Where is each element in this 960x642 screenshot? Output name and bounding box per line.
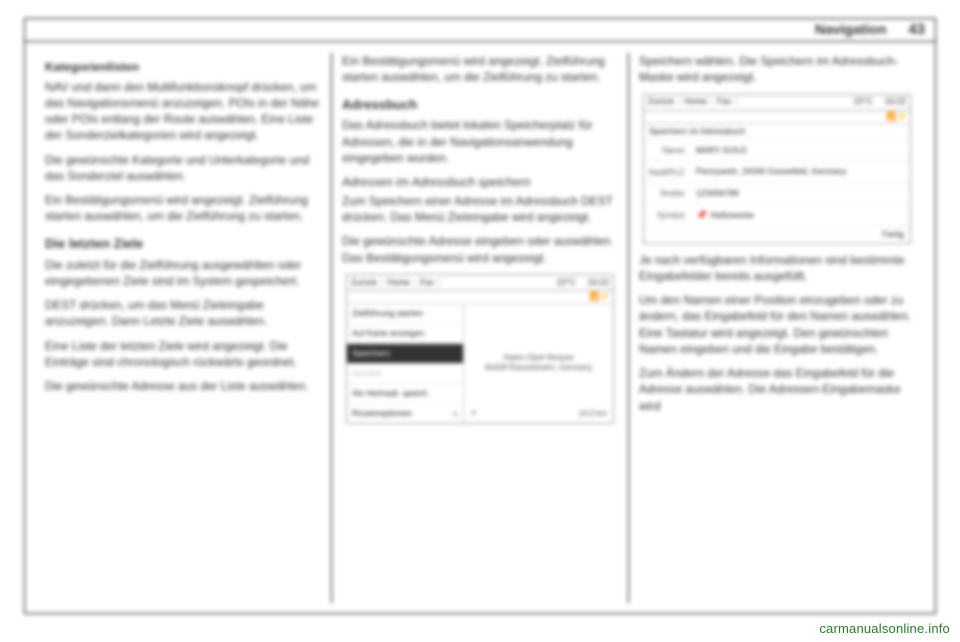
ab-footer: Fertig [644,227,910,243]
menu1-distance: 14.0 km [579,408,607,419]
menu2-statusbar: 📶 ⚡ [644,111,910,124]
menu1-side: Adam-Opel-Strasse 65428 Rüsselsheim, Ger… [464,304,613,423]
ab-city-label: Stadt/PLZ: [644,167,692,178]
menu1-back[interactable]: Zurück [351,277,377,289]
col3-p2: Je nach verfügbaren Informationen sind b… [639,252,915,285]
column-2: Ein Bestätigungsmenü wird ange­zeigt. Zi… [331,53,628,603]
col1-p3: Ein Bestätigungsmenü wird ange­zeigt. Zi… [45,192,321,225]
col2-p4: Die gewünschte Adresse eingeben oder aus… [342,233,618,266]
ab-symbol-value: 📌Heftzwecke [692,209,910,222]
page-frame: Navigation 43 Kategorienlisten NAV und d… [24,18,936,614]
menu1-temp: 22°C [557,277,576,289]
menu1-statusbar: 📶 ⚡ [347,291,613,304]
menu1-item-routenopt[interactable]: Routenoptionen▹ [347,404,463,423]
ab-name-label: Name: [644,145,692,156]
ab-symbol-label: Symbol: [644,210,692,221]
col2-p1: Ein Bestätigungsmenü wird ange­zeigt. Zi… [342,53,618,86]
col3-p4: Zum Ändern der Adresse das Einga­befeld … [639,365,915,414]
section-title: Navigation [815,21,887,37]
addressbook-screenshot: Zurück| Home| Fav| 22°C 10:22 📶 ⚡ Speich… [643,94,911,244]
menu1-item-karte[interactable]: Auf Karte anzeigen [347,324,463,344]
menu2-home[interactable]: Home [684,96,707,108]
menu2-topbar: Zurück| Home| Fav| 22°C 10:22 [644,95,910,111]
menu1-item-heimadr[interactable]: Als Heimadr. speich. [347,384,463,404]
done-button[interactable]: Fertig [882,229,904,241]
chevron-right-icon: ▹ [454,408,458,419]
menu2-temp: 22°C [854,96,873,108]
menu1-list: Zielführung starten Auf Karte anzeigen S… [347,304,464,423]
menu1-home[interactable]: Home [387,277,410,289]
menu2-back[interactable]: Zurück [648,96,674,108]
col2-heading-adressbuch: Adressbuch [342,96,618,114]
menu1-body: Zielführung starten Auf Karte anzeigen S… [347,304,613,423]
confirmation-menu-screenshot: Zurück| Home| Fav| 22°C 10:22 📶 ⚡ Zielfü… [346,274,614,424]
signal-icon: 📶 ⚡ [590,291,609,302]
col3-p3: Um den Namen einer Position einzu­geben … [639,292,915,357]
header-rule [25,41,935,42]
col1-heading-letzten-ziele: Die letzten Ziele [45,235,321,253]
col1-p7: Die gewünschte Adresse aus der Liste aus… [45,378,321,394]
menu1-item-anrufen: Anrufen [347,364,463,384]
signal-icon-2: 📶 ⚡ [887,111,906,122]
col3-p1: Speichern wählen. Die Speichern im Adres… [639,53,915,86]
flag-icon: ⚑ [470,408,477,419]
col1-heading-kategorien: Kategorienlisten [45,59,321,76]
menu2-time: 10:22 [885,96,906,108]
menu1-item-zielfuehrung[interactable]: Zielführung starten [347,304,463,324]
col1-p4: Die zuletzt für die Zielführung ausge­wä… [45,257,321,290]
ab-name-value: MARY GOLD [692,145,910,157]
ab-row-name[interactable]: Name: MARY GOLD [644,140,910,162]
ab-row-street[interactable]: Straße: 123456789 [644,183,910,205]
menu2-fav[interactable]: Fav [717,96,731,108]
ab-row-city[interactable]: Stadt/PLZ: Pennywish, 24340 Goosefeld, G… [644,162,910,184]
col2-p2: Das Adressbuch bietet lokalen Spei­cherp… [342,117,618,166]
col1-p1: NAV und dann den Multifunktions­knopf dr… [45,79,321,144]
col2-p3: Zum Speichern einer Adresse im Adressbuc… [342,193,618,226]
column-1: Kategorienlisten NAV und dann den Multif… [35,53,331,603]
menu1-time: 10:22 [588,277,609,289]
menu1-addr-line1: Adam-Opel-Strasse [485,353,593,363]
menu1-address: Adam-Opel-Strasse 65428 Rüsselsheim, Ger… [485,353,593,373]
col2-subheading-speichern: Adressen im Adressbuch speichern [342,174,618,191]
page-header: Navigation 43 [815,21,925,38]
menu2-body: Speichern im Adressbuch Name: MARY GOLD … [644,124,910,243]
ab-street-label: Straße: [644,188,692,199]
ab-city-value: Pennywish, 24340 Goosefeld, Germany [692,166,910,178]
menu2-title: Speichern im Adressbuch [644,124,910,141]
col1-p2: Die gewünschte Kategorie und Unter­kateg… [45,152,321,185]
columns: Kategorienlisten NAV und dann den Multif… [35,53,925,603]
watermark: carmanualsonline.info [819,621,950,636]
column-3: Speichern wählen. Die Speichern im Adres… [628,53,925,603]
col1-p5: DEST drücken, um das Menü Zieleingabe an… [45,297,321,330]
pin-icon: 📌 [696,210,707,220]
menu1-addr-line2: 65428 Rüsselsheim, Germany [485,363,593,373]
ab-row-symbol[interactable]: Symbol: 📌Heftzwecke [644,205,910,227]
menu1-fav[interactable]: Fav [420,277,434,289]
col1-p6: Eine Liste der letzten Ziele wird ange­z… [45,338,321,371]
menu1-topbar: Zurück| Home| Fav| 22°C 10:22 [347,275,613,291]
menu1-item-speichern[interactable]: Speichern [347,344,463,364]
page-number: 43 [908,21,925,38]
ab-street-value: 123456789 [692,188,910,200]
